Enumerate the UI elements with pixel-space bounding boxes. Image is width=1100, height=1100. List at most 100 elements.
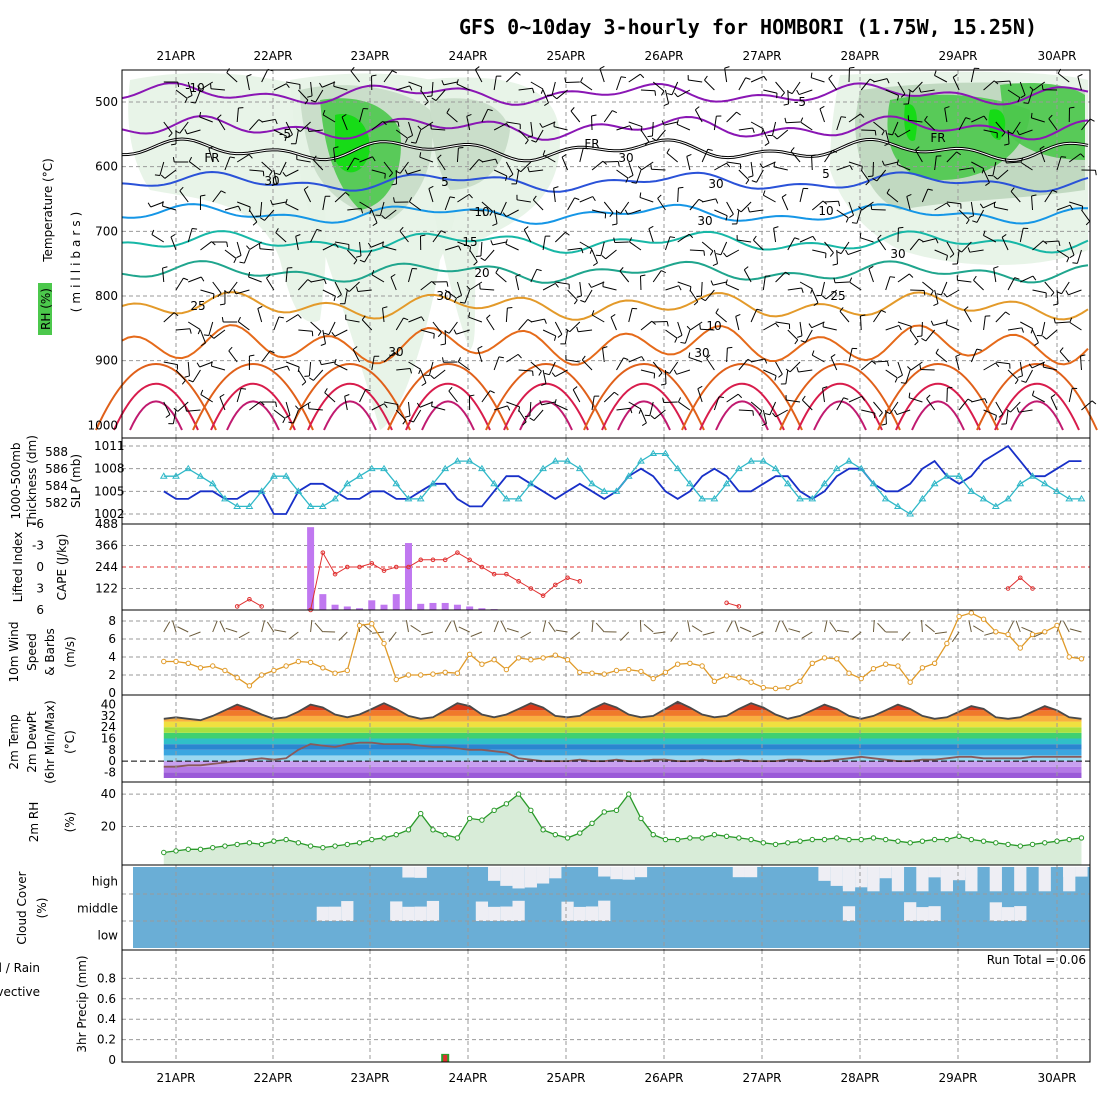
wind-barb	[677, 187, 679, 203]
lifted-index-marker	[516, 579, 521, 584]
wind-barb-flag	[696, 295, 702, 298]
wind-barb-flag	[667, 93, 673, 96]
wind10-speed-line-marker	[907, 679, 913, 685]
cloud-cover-clear-high	[598, 867, 611, 877]
temp-contour-surface-arch	[583, 363, 705, 431]
wind-barb-flag	[536, 268, 542, 272]
wind-barb	[383, 161, 394, 174]
lifted-index-tick-label: 0	[36, 560, 44, 574]
thickness-series-line-marker	[184, 464, 193, 472]
cloud-cover-clear-high	[488, 867, 501, 881]
wind-barb	[493, 356, 500, 371]
wind-barb-flag	[565, 231, 570, 236]
wind-barb-flag	[610, 313, 616, 318]
wind10-tick-label: 4	[108, 650, 116, 664]
wind-barb-flag	[859, 232, 862, 238]
wind-barb-flag	[1021, 380, 1027, 383]
wind-barb-flag	[408, 197, 413, 202]
wind-barb-flag	[662, 397, 665, 403]
wind-barb-flag	[639, 73, 645, 79]
cloud-cover-clear-high	[1075, 867, 1088, 877]
wind-barb-flag	[480, 257, 486, 261]
date-label-top: 22APR	[253, 49, 292, 63]
cloud-cover-clear-middle	[916, 907, 929, 921]
temp2m-label-3: (6hr Min/Max)	[43, 700, 57, 784]
wind-barb-flag	[1004, 143, 1010, 146]
wind-barb	[825, 289, 838, 300]
wind-barb	[481, 390, 491, 403]
wind-barb	[431, 405, 446, 411]
wind-barb	[565, 359, 580, 363]
wind-barb-flag	[964, 306, 969, 311]
thickness-series-line-marker	[661, 449, 670, 457]
wind-barb	[910, 361, 923, 371]
wind-barb-flag	[284, 135, 287, 142]
wind-barb	[811, 155, 813, 171]
wind-barb	[175, 277, 184, 291]
wind-barb-flag	[184, 375, 190, 378]
cloud-cover-clear-high	[1014, 867, 1027, 892]
wind-barb-flag	[660, 383, 667, 386]
temp-color-band	[163, 732, 1082, 739]
wind-barb	[259, 201, 263, 216]
thickness-series-line-marker	[747, 457, 755, 464]
lifted-index-marker	[320, 550, 326, 555]
rh-shading-region	[128, 73, 326, 322]
wind-barb-flag	[393, 197, 395, 203]
temp-contour-25	[121, 291, 1089, 321]
temp2m-label-1: 2m Temp	[7, 714, 21, 769]
wind-barb-flag	[918, 238, 924, 242]
wind-barb	[715, 312, 727, 323]
precip-bar-convective	[443, 1054, 448, 1062]
wind-barb	[493, 76, 497, 91]
wind-barb-flag	[285, 83, 290, 88]
temp2m-tick-label: 40	[101, 698, 116, 712]
wind-barb	[480, 288, 495, 291]
wind-barb	[1046, 329, 1058, 340]
cloud-cover-clear-high	[500, 867, 513, 886]
wind-barb	[321, 81, 336, 88]
wind-barb-flag	[654, 90, 657, 96]
wind-barb	[907, 89, 911, 104]
wind10-speed-line-marker	[442, 669, 448, 675]
wind-barb	[272, 201, 287, 206]
wind-barb-flag	[475, 255, 481, 257]
wind-barb-flag	[188, 379, 194, 383]
slp-tick-label: 1005	[94, 484, 125, 498]
wind-barb	[1005, 409, 1009, 424]
wind-barb-flag	[894, 377, 898, 383]
wind-barb	[1068, 153, 1081, 163]
wind-barb	[1020, 275, 1034, 283]
wind-barb-flag	[308, 377, 314, 381]
wind-barb-flag	[715, 308, 719, 314]
wind-barb-flag	[173, 312, 179, 317]
wind10-speed-line-marker	[540, 655, 546, 661]
rh2m-line-marker	[258, 841, 265, 848]
thickness-series-line-marker	[453, 457, 462, 464]
wind-barb-flag	[800, 117, 804, 123]
wind-barb	[763, 89, 778, 94]
temp-contour-surface-arch	[617, 400, 671, 431]
wind-barb-flag	[762, 190, 766, 196]
wind-barb	[420, 89, 429, 103]
wind-barb-flag	[898, 226, 904, 229]
wind-barb-flag	[260, 401, 265, 406]
wind-barb	[297, 89, 309, 101]
cape-bar	[331, 604, 339, 610]
rh2m-line-marker	[931, 836, 938, 843]
wind10-barb	[872, 619, 875, 633]
cloud-label-2: (%)	[35, 898, 49, 919]
wind-barb	[839, 310, 850, 323]
wind-barb	[997, 169, 1009, 180]
wind10-speed-line-marker	[271, 667, 277, 674]
wind-barb-flag	[498, 356, 504, 359]
wind-barb	[1018, 409, 1033, 413]
wind-barb	[500, 201, 507, 215]
wind-barb	[860, 78, 871, 91]
thickness-series-line-marker	[612, 487, 621, 494]
wind-barb	[553, 188, 556, 203]
wind-barb	[379, 201, 385, 216]
wind-barb	[836, 397, 844, 411]
thickness-tick-label: 582	[45, 496, 68, 510]
